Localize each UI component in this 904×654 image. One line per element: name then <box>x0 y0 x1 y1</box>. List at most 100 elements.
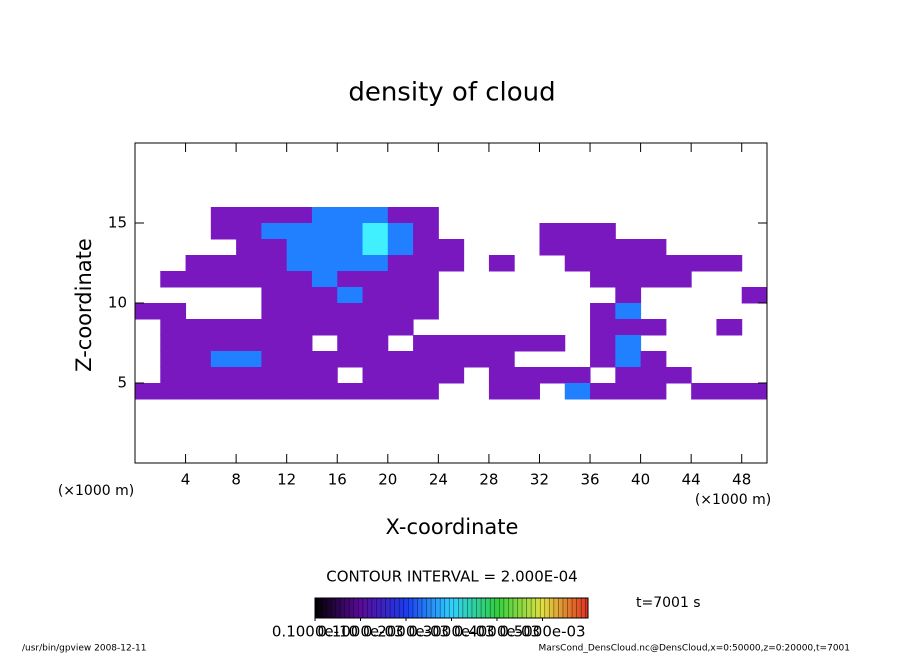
contour-cell <box>387 383 414 400</box>
contour-cell <box>135 367 161 384</box>
contour-cell <box>438 239 465 256</box>
contour-cell <box>615 319 642 336</box>
contour-cell <box>261 351 288 368</box>
contour-cell <box>362 287 389 304</box>
contour-cell <box>337 223 364 240</box>
contour-cell <box>691 223 717 240</box>
contour-cell <box>160 255 186 272</box>
contour-cell <box>514 207 540 224</box>
contour-cell <box>135 287 161 304</box>
contour-cell <box>413 287 439 304</box>
contour-cell <box>160 223 186 240</box>
contour-cell <box>615 271 642 288</box>
footer-right: MarsCond_DensCloud.nc@DensCloud,x=0:5000… <box>539 644 851 654</box>
contour-cell <box>160 319 187 336</box>
contour-cell <box>337 207 364 224</box>
contour-cell <box>514 287 540 304</box>
contour-cell <box>387 303 414 320</box>
contour-cell <box>539 383 565 400</box>
colorbar-tick-label: 0.4000e-03 <box>454 623 540 641</box>
x-unit: (×1000 m) <box>695 492 771 508</box>
contour-cell <box>362 335 389 352</box>
contour-cell <box>210 271 237 288</box>
contour-cell <box>438 255 465 272</box>
plot-frame <box>134 142 768 464</box>
contour-cell <box>438 335 465 352</box>
contour-cell <box>413 255 439 272</box>
contour-cell <box>413 335 439 352</box>
contour-cell <box>135 223 161 240</box>
contour-cell <box>539 335 566 352</box>
contour-cell <box>615 351 642 368</box>
contour-cell <box>464 223 490 240</box>
contour-cell <box>337 367 363 384</box>
contour-cell <box>311 223 338 240</box>
contour-cell <box>362 367 389 384</box>
contour-cell <box>615 335 642 352</box>
contour-cell <box>135 255 161 272</box>
contour-cell <box>489 239 515 256</box>
contour-cell <box>615 223 641 240</box>
contour-cell <box>742 367 768 384</box>
contour-cell <box>514 335 540 352</box>
contour-cell <box>286 207 313 224</box>
contour-cell <box>716 255 743 272</box>
contour-cell <box>362 303 389 320</box>
contour-cell <box>464 319 490 336</box>
contour-cell <box>387 367 414 384</box>
contour-cell <box>210 335 237 352</box>
contour-cell <box>236 223 262 240</box>
contour-cell <box>640 255 667 272</box>
contour-cell <box>666 239 692 256</box>
contour-cell <box>311 351 338 368</box>
contour-cell <box>565 335 591 352</box>
contour-cell <box>160 335 187 352</box>
contour-cell <box>489 303 515 320</box>
contour-cell <box>286 335 313 352</box>
contour-cell <box>615 367 642 384</box>
contour-cell <box>489 319 515 336</box>
contour-cell <box>539 303 565 320</box>
y-tick-label: 5 <box>117 374 127 392</box>
time-label: t=7001 s <box>636 595 701 611</box>
contour-cell <box>716 271 742 288</box>
contour-cell <box>691 351 717 368</box>
contour-interval: CONTOUR INTERVAL = 2.000E-04 <box>326 568 577 586</box>
contour-cell <box>565 271 591 288</box>
contour-cell <box>438 287 464 304</box>
contour-cell <box>590 287 616 304</box>
contour-cell <box>286 239 313 256</box>
contour-cell <box>135 335 161 352</box>
contour-cell <box>640 367 667 384</box>
contour-cell <box>362 239 389 256</box>
contour-cell <box>691 335 717 352</box>
contour-cell <box>514 351 540 368</box>
contour-cell <box>464 239 490 256</box>
x-tick-label: 12 <box>277 471 296 489</box>
x-tick-label: 40 <box>631 471 650 489</box>
contour-cell <box>691 303 717 320</box>
contour-cell <box>742 303 768 320</box>
contour-cell <box>488 383 515 400</box>
contour-cell <box>185 271 212 288</box>
x-tick-label: 28 <box>479 471 498 489</box>
contour-cell <box>666 287 692 304</box>
contour-cell <box>488 351 515 368</box>
contour-cell <box>590 351 616 368</box>
contour-cell <box>464 367 490 384</box>
contour-cell <box>564 223 591 240</box>
contour-cell <box>261 319 288 336</box>
contour-cell <box>387 207 414 224</box>
contour-cell <box>665 255 692 272</box>
contour-cell <box>186 207 212 224</box>
contour-cell <box>742 207 768 224</box>
contour-cell <box>236 207 262 224</box>
contour-cell <box>387 239 414 256</box>
contour-cell <box>261 207 288 224</box>
contour-cell <box>185 351 212 368</box>
contour-cell <box>413 367 439 384</box>
contour-cell <box>641 223 667 240</box>
contour-cell <box>413 303 439 320</box>
contour-cell <box>742 255 768 272</box>
contour-cell <box>565 207 591 224</box>
